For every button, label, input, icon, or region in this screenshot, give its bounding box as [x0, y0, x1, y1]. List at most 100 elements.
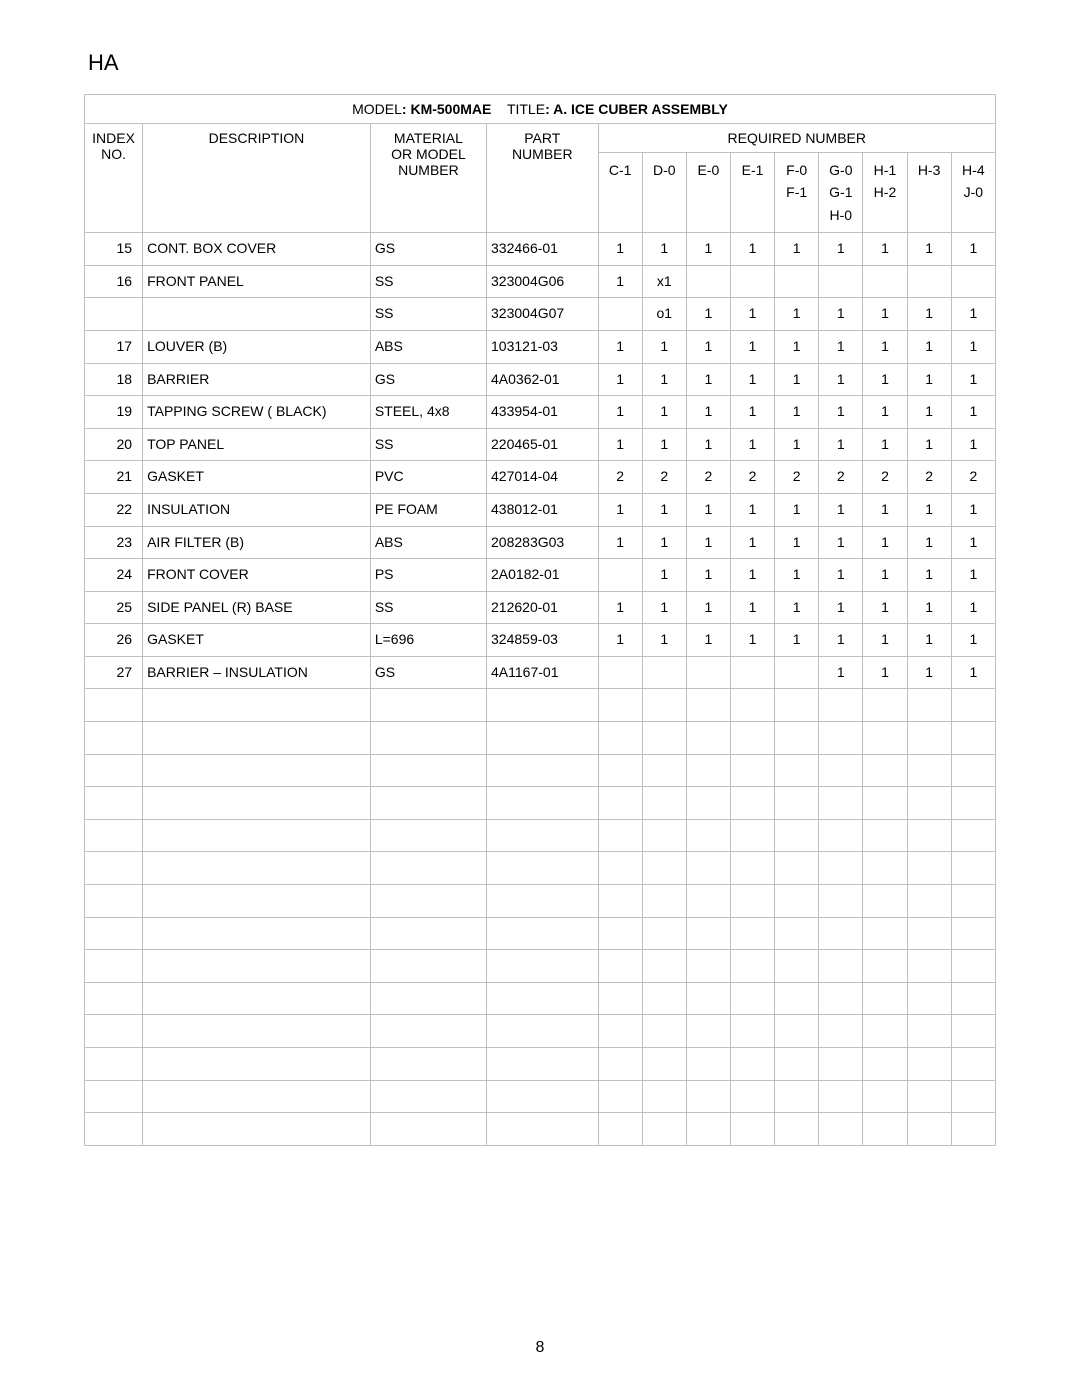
cell-qty-3: 1 [730, 428, 774, 461]
cell-qty-3: 1 [730, 396, 774, 429]
cell-qty-6: 1 [863, 591, 907, 624]
cell-partnumber: 103121-03 [487, 330, 599, 363]
cell-qty-6: 2 [863, 461, 907, 494]
cell-qty-1: 1 [642, 493, 686, 526]
cell-partnumber: 323004G06 [487, 265, 599, 298]
cell-qty-2: 1 [686, 363, 730, 396]
cell-qty-7: 1 [907, 396, 951, 429]
cell-qty-2: 1 [686, 624, 730, 657]
cell-description: INSULATION [143, 493, 371, 526]
cell-qty-0: 1 [598, 396, 642, 429]
cell-index: 24 [85, 559, 143, 592]
cell-qty-1: 1 [642, 363, 686, 396]
cell-index: 18 [85, 363, 143, 396]
cell-partnumber: 2A0182-01 [487, 559, 599, 592]
table-row: 27BARRIER – INSULATIONGS4A1167-011111 [85, 656, 996, 689]
table-row: 20TOP PANELSS220465-01111111111 [85, 428, 996, 461]
cell-qty-4: 1 [775, 363, 819, 396]
cell-qty-8: 1 [951, 428, 995, 461]
table-row: 23AIR FILTER (B)ABS208283G03111111111 [85, 526, 996, 559]
cell-partnumber: 220465-01 [487, 428, 599, 461]
hdr-description: DESCRIPTION [143, 124, 371, 233]
table-row-empty [85, 787, 996, 820]
cell-qty-7: 1 [907, 559, 951, 592]
cell-description: BARRIER [143, 363, 371, 396]
cell-qty-3: 1 [730, 363, 774, 396]
cell-qty-0: 1 [598, 233, 642, 266]
cell-partnumber: 208283G03 [487, 526, 599, 559]
cell-qty-0: 2 [598, 461, 642, 494]
cell-qty-1: 1 [642, 233, 686, 266]
cell-qty-7: 1 [907, 526, 951, 559]
table-row: 16FRONT PANELSS323004G061x1 [85, 265, 996, 298]
cell-description: FRONT PANEL [143, 265, 371, 298]
cell-qty-6: 1 [863, 396, 907, 429]
cell-qty-6: 1 [863, 428, 907, 461]
table-row-empty [85, 950, 996, 983]
cell-index: 22 [85, 493, 143, 526]
table-row-empty [85, 852, 996, 885]
cell-qty-1: 1 [642, 526, 686, 559]
cell-qty-8: 1 [951, 330, 995, 363]
cell-qty-3: 2 [730, 461, 774, 494]
cell-qty-4: 1 [775, 591, 819, 624]
cell-qty-4: 1 [775, 298, 819, 331]
cell-qty-5: 1 [819, 330, 863, 363]
cell-qty-5: 1 [819, 363, 863, 396]
cell-qty-0: 1 [598, 493, 642, 526]
cell-qty-7: 1 [907, 363, 951, 396]
cell-qty-4: 1 [775, 559, 819, 592]
table-row-empty [85, 1048, 996, 1081]
cell-partnumber: 438012-01 [487, 493, 599, 526]
cell-qty-1: 1 [642, 396, 686, 429]
cell-index [85, 298, 143, 331]
cell-description: GASKET [143, 461, 371, 494]
hdr-required: REQUIRED NUMBER [598, 124, 995, 153]
cell-index: 16 [85, 265, 143, 298]
cell-material: L=696 [370, 624, 486, 657]
cell-qty-1: 1 [642, 624, 686, 657]
cell-description: AIR FILTER (B) [143, 526, 371, 559]
cell-qty-5: 1 [819, 559, 863, 592]
cell-qty-1 [642, 656, 686, 689]
cell-qty-8: 1 [951, 233, 995, 266]
cell-qty-7 [907, 265, 951, 298]
cell-qty-4: 2 [775, 461, 819, 494]
cell-qty-0 [598, 559, 642, 592]
hdr-partnumber: PARTNUMBER [487, 124, 599, 233]
cell-material: SS [370, 265, 486, 298]
cell-qty-3 [730, 656, 774, 689]
cell-qty-6 [863, 265, 907, 298]
cell-qty-8: 1 [951, 298, 995, 331]
cell-qty-8: 1 [951, 624, 995, 657]
cell-qty-4: 1 [775, 330, 819, 363]
cell-qty-4: 1 [775, 396, 819, 429]
hdr-sub-4: F-0F-1 [775, 153, 819, 233]
cell-material: GS [370, 656, 486, 689]
table-row: 22INSULATIONPE FOAM438012-01111111111 [85, 493, 996, 526]
cell-qty-0: 1 [598, 363, 642, 396]
table-row-empty [85, 1113, 996, 1146]
hdr-sub-1: D-0 [642, 153, 686, 233]
cell-qty-5: 1 [819, 428, 863, 461]
cell-description: SIDE PANEL (R) BASE [143, 591, 371, 624]
cell-qty-1: 1 [642, 428, 686, 461]
cell-qty-6: 1 [863, 624, 907, 657]
cell-qty-8: 2 [951, 461, 995, 494]
cell-qty-2: 1 [686, 233, 730, 266]
cell-description: BARRIER – INSULATION [143, 656, 371, 689]
table-row-empty [85, 819, 996, 852]
cell-qty-7: 1 [907, 233, 951, 266]
cell-qty-7: 1 [907, 330, 951, 363]
cell-partnumber: 212620-01 [487, 591, 599, 624]
cell-qty-8: 1 [951, 559, 995, 592]
cell-qty-8: 1 [951, 363, 995, 396]
cell-description: FRONT COVER [143, 559, 371, 592]
cell-qty-2: 1 [686, 526, 730, 559]
cell-qty-5: 1 [819, 233, 863, 266]
cell-qty-1: 1 [642, 559, 686, 592]
cell-qty-3: 1 [730, 624, 774, 657]
cell-qty-1: 1 [642, 330, 686, 363]
cell-index: 27 [85, 656, 143, 689]
cell-qty-3 [730, 265, 774, 298]
